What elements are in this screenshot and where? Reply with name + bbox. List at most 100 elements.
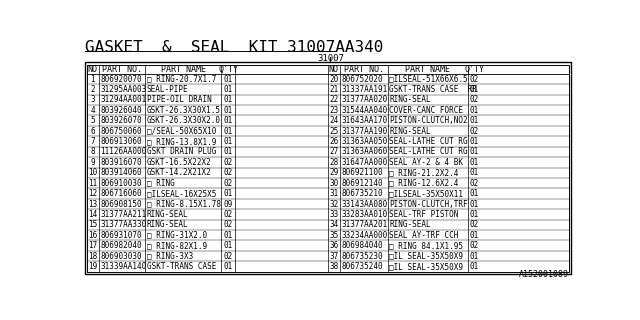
Text: □ RING-20.7X1.7: □ RING-20.7X1.7 (147, 75, 216, 84)
Text: RING-SEAL: RING-SEAL (389, 220, 431, 229)
Text: 806910030: 806910030 (100, 179, 142, 188)
Text: 01: 01 (223, 127, 233, 136)
Text: 02: 02 (470, 220, 479, 229)
Text: 32: 32 (329, 199, 339, 209)
Text: 806750060: 806750060 (100, 127, 142, 136)
Text: 36: 36 (329, 241, 339, 250)
Text: 31339AA140: 31339AA140 (100, 262, 147, 271)
Text: 806908150: 806908150 (100, 199, 142, 209)
Text: NO: NO (329, 65, 339, 74)
Text: NO: NO (88, 65, 98, 74)
Text: 30: 30 (329, 179, 339, 188)
Text: 09: 09 (223, 199, 233, 209)
Text: 31007: 31007 (317, 54, 344, 63)
Text: 01: 01 (223, 75, 233, 84)
Text: 26: 26 (329, 137, 339, 146)
Text: 01: 01 (470, 210, 479, 219)
Text: 33143AA080: 33143AA080 (341, 199, 387, 209)
Text: 806984040: 806984040 (341, 241, 383, 250)
Text: □ RING-3X3: □ RING-3X3 (147, 252, 193, 260)
Text: 806921100: 806921100 (341, 168, 383, 177)
Text: RING-SEAL: RING-SEAL (389, 95, 431, 104)
Text: 21: 21 (329, 85, 339, 94)
Text: 01: 01 (223, 116, 233, 125)
Text: 806752020: 806752020 (341, 75, 383, 84)
Text: SEAL-LATHE CUT RG: SEAL-LATHE CUT RG (389, 137, 468, 146)
Text: 20: 20 (329, 75, 339, 84)
Text: □IL SEAL-35X50X9: □IL SEAL-35X50X9 (389, 252, 463, 260)
Text: 31643AA170: 31643AA170 (341, 116, 387, 125)
Text: 1: 1 (90, 75, 95, 84)
Text: 02: 02 (470, 127, 479, 136)
Text: 24: 24 (329, 116, 339, 125)
Text: 01: 01 (223, 137, 233, 146)
Text: PISTON-CLUTCH,NO2: PISTON-CLUTCH,NO2 (389, 116, 468, 125)
Text: 10: 10 (88, 168, 97, 177)
Text: 02: 02 (223, 252, 233, 260)
Text: 01: 01 (470, 262, 479, 271)
Text: 16: 16 (88, 231, 97, 240)
Text: □ILSEAL-35X50X11: □ILSEAL-35X50X11 (389, 189, 463, 198)
Text: 01: 01 (223, 106, 233, 115)
Text: □IL SEAL-35X50X9: □IL SEAL-35X50X9 (389, 262, 463, 271)
Text: 01: 01 (470, 168, 479, 177)
Text: 01: 01 (223, 262, 233, 271)
Text: SEAL AY-2 & 4 BK: SEAL AY-2 & 4 BK (389, 158, 463, 167)
Text: □ILSEAL-16X25X5: □ILSEAL-16X25X5 (147, 189, 216, 198)
Text: 01: 01 (470, 199, 479, 209)
Text: □ RING-12.6X2.4: □ RING-12.6X2.4 (389, 179, 459, 188)
Text: 31377AA201: 31377AA201 (341, 220, 387, 229)
Text: GSKT-TRANS CASE  RR: GSKT-TRANS CASE RR (389, 85, 477, 94)
Text: 3: 3 (90, 95, 95, 104)
Text: 02: 02 (223, 220, 233, 229)
Text: 38: 38 (329, 262, 339, 271)
Text: 806982040: 806982040 (100, 241, 142, 250)
Text: GSKT-TRANS CASE: GSKT-TRANS CASE (147, 262, 216, 271)
Text: COVER-CANC FORCE: COVER-CANC FORCE (389, 106, 463, 115)
Text: 01: 01 (470, 231, 479, 240)
Text: 01: 01 (223, 148, 233, 156)
Text: 02: 02 (470, 179, 479, 188)
Text: □ RING-82X1.9: □ RING-82X1.9 (147, 241, 207, 250)
Text: □ RING: □ RING (147, 179, 174, 188)
Text: 4: 4 (90, 106, 95, 115)
Text: □ RING-13.8X1.9: □ RING-13.8X1.9 (147, 137, 216, 146)
Text: Q'TY: Q'TY (218, 65, 238, 74)
Text: 806913060: 806913060 (100, 137, 142, 146)
Text: 28: 28 (329, 158, 339, 167)
Text: 803926070: 803926070 (100, 116, 142, 125)
Text: 35: 35 (329, 231, 339, 240)
Text: GASKET  &  SEAL  KIT 31007AA340: GASKET & SEAL KIT 31007AA340 (84, 40, 383, 55)
Text: 19: 19 (88, 262, 97, 271)
Text: 02: 02 (223, 158, 233, 167)
Text: GSKT-14.2X21X2: GSKT-14.2X21X2 (147, 168, 211, 177)
Text: 31363AA060: 31363AA060 (341, 148, 387, 156)
Text: 02: 02 (223, 168, 233, 177)
Text: 806920070: 806920070 (100, 75, 142, 84)
Text: PART NAME: PART NAME (161, 65, 205, 74)
Text: RING-SEAL: RING-SEAL (389, 127, 431, 136)
Text: GSKT-26.3X30X2.0: GSKT-26.3X30X2.0 (147, 116, 221, 125)
Text: 31337AA191: 31337AA191 (341, 85, 387, 94)
Text: GSKT DRAIN PLUG: GSKT DRAIN PLUG (147, 148, 216, 156)
Text: PISTON-CLUTCH,TRF: PISTON-CLUTCH,TRF (389, 199, 468, 209)
Text: 01: 01 (470, 189, 479, 198)
Text: SEAL-TRF PISTON: SEAL-TRF PISTON (389, 210, 459, 219)
Text: 31647AA000: 31647AA000 (341, 158, 387, 167)
Text: SEAL-PIPE: SEAL-PIPE (147, 85, 188, 94)
Text: 34: 34 (329, 220, 339, 229)
Text: 9: 9 (90, 158, 95, 167)
Text: 02: 02 (223, 179, 233, 188)
Text: 01: 01 (223, 95, 233, 104)
Text: 22: 22 (329, 95, 339, 104)
Text: □ RING 84.1X1.95: □ RING 84.1X1.95 (389, 241, 463, 250)
Text: 01: 01 (470, 252, 479, 260)
Text: 11: 11 (88, 179, 97, 188)
Text: GSKT-16.5X22X2: GSKT-16.5X22X2 (147, 158, 211, 167)
Text: 18: 18 (88, 252, 97, 260)
Bar (84, 62, 572, 274)
Text: 31377AA190: 31377AA190 (341, 127, 387, 136)
Text: 01: 01 (470, 148, 479, 156)
Text: 02: 02 (470, 75, 479, 84)
Text: Q'TY: Q'TY (465, 65, 484, 74)
